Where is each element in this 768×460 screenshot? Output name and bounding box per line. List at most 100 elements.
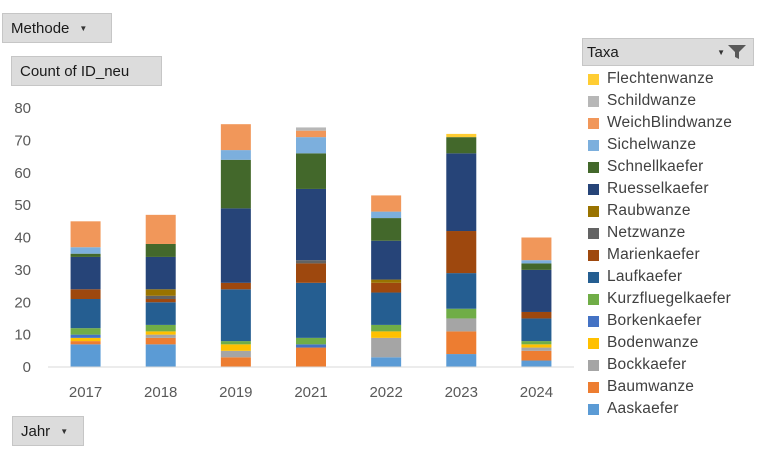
bar-segment-weichblindwanze-2019[interactable] [220, 124, 251, 151]
legend-item[interactable]: Flechtenwanze [588, 68, 766, 90]
bar-segment-weichblindwanze-2021[interactable] [296, 130, 326, 138]
bar-segment-kurzfluegelkaefer-2024[interactable] [521, 341, 552, 345]
bar-segment-baumwanze-2018[interactable] [145, 337, 176, 345]
bar-segment-bodenwanze-2017[interactable] [70, 337, 101, 342]
legend-item[interactable]: Bodenwanze [588, 332, 766, 354]
bar-segment-aaskaefer-2018[interactable] [145, 344, 176, 367]
legend-item[interactable]: Baumwanze [588, 376, 766, 398]
bar-segment-aaskaefer-2022[interactable] [371, 357, 402, 367]
legend-item[interactable]: Laufkaefer [588, 266, 766, 288]
bar-segment-kurzfluegelkaefer-2019[interactable] [220, 341, 251, 345]
bar-segment-laufkaefer-2019[interactable] [220, 289, 251, 342]
bar-segment-ruesselkaefer-2017[interactable] [70, 256, 101, 290]
bar-segment-borkenkaefer-2017[interactable] [70, 334, 101, 338]
bar-segment-schnellkaefer-2023[interactable] [446, 137, 477, 154]
legend-item[interactable]: Borkenkaefer [588, 310, 766, 332]
bar-segment-marienkaefer-2018[interactable] [145, 299, 176, 303]
legend-item[interactable]: WeichBlindwanze [588, 112, 766, 134]
bar-segment-laufkaefer-2017[interactable] [70, 299, 101, 329]
bar-segment-baumwanze-2021[interactable] [296, 347, 326, 367]
bar-segment-bodenwanze-2022[interactable] [371, 331, 402, 338]
bar-segment-aaskaefer-2017[interactable] [70, 344, 101, 367]
bar-segment-schnellkaefer-2022[interactable] [371, 218, 402, 241]
bar-segment-marienkaefer-2019[interactable] [220, 282, 251, 290]
bar-segment-raubwanze-2018[interactable] [145, 289, 176, 296]
bar-segment-weichblindwanze-2022[interactable] [371, 195, 402, 212]
bar-segment-sichelwanze-2021[interactable] [296, 137, 326, 154]
bar-segment-laufkaefer-2023[interactable] [446, 273, 477, 309]
value-field-button[interactable]: Count of ID_neu [11, 56, 162, 86]
legend-item[interactable]: Bockkaefer [588, 354, 766, 376]
legend-item[interactable]: Schildwanze [588, 90, 766, 112]
bar-segment-schnellkaefer-2024[interactable] [521, 263, 552, 270]
legend-item[interactable]: Schnellkaefer [588, 156, 766, 178]
bar-segment-bockkaefer-2023[interactable] [446, 318, 477, 332]
bar-segment-ruesselkaefer-2018[interactable] [145, 256, 176, 290]
bar-segment-ruesselkaefer-2019[interactable] [220, 208, 251, 283]
legend-item[interactable]: Netzwanze [588, 222, 766, 244]
bar-segment-schnellkaefer-2017[interactable] [70, 253, 101, 257]
bar-segment-kurzfluegelkaefer-2022[interactable] [371, 324, 402, 332]
legend-field-button[interactable]: Taxa ▼ [582, 38, 754, 66]
bar-segment-kurzfluegelkaefer-2023[interactable] [446, 308, 477, 319]
filter-icon[interactable] [727, 43, 747, 61]
legend-label: Laufkaefer [607, 268, 683, 285]
bar-segment-sichelwanze-2022[interactable] [371, 211, 402, 219]
bar-segment-marienkaefer-2023[interactable] [446, 231, 477, 274]
legend-item[interactable]: Aaskaefer [588, 398, 766, 420]
bar-segment-bodenwanze-2024[interactable] [521, 344, 552, 348]
bar-segment-ruesselkaefer-2022[interactable] [371, 240, 402, 280]
bar-segment-bockkaefer-2022[interactable] [371, 337, 402, 358]
legend-item[interactable]: Sichelwanze [588, 134, 766, 156]
bar-segment-baumwanze-2017[interactable] [70, 341, 101, 345]
bar-segment-kurzfluegelkaefer-2018[interactable] [145, 324, 176, 332]
bar-segment-bockkaefer-2019[interactable] [220, 350, 251, 358]
bar-segment-aaskaefer-2023[interactable] [446, 354, 477, 367]
bar-segment-schildwanze-2021[interactable] [296, 127, 326, 131]
bar-segment-weichblindwanze-2017[interactable] [70, 221, 101, 248]
bar-segment-schnellkaefer-2018[interactable] [145, 243, 176, 257]
bar-segment-baumwanze-2019[interactable] [220, 357, 251, 367]
bar-segment-marienkaefer-2017[interactable] [70, 289, 101, 300]
bar-segment-netzwanze-2018[interactable] [145, 295, 176, 300]
bar-segment-laufkaefer-2024[interactable] [521, 318, 552, 342]
bars-group [70, 124, 552, 367]
bar-segment-bodenwanze-2019[interactable] [220, 344, 251, 351]
legend-item[interactable]: Marienkaefer [588, 244, 766, 266]
bar-segment-bockkaefer-2024[interactable] [521, 347, 552, 351]
bar-segment-schnellkaefer-2019[interactable] [220, 159, 251, 209]
bar-segment-ruesselkaefer-2023[interactable] [446, 153, 477, 232]
bar-segment-kurzfluegelkaefer-2017[interactable] [70, 328, 101, 335]
bar-segment-baumwanze-2023[interactable] [446, 331, 477, 355]
jahr-filter-button[interactable]: Jahr ▼ [12, 416, 84, 446]
bar-segment-sichelwanze-2017[interactable] [70, 247, 101, 254]
chevron-down-icon[interactable]: ▼ [717, 47, 725, 57]
legend-item[interactable]: Ruesselkaefer [588, 178, 766, 200]
bar-segment-flechtenwanze-2023[interactable] [446, 133, 477, 138]
bar-segment-aaskaefer-2024[interactable] [521, 360, 552, 367]
bar-segment-laufkaefer-2018[interactable] [145, 302, 176, 325]
legend-label: Aaskaefer [607, 400, 679, 417]
bar-segment-borkenkaefer-2021[interactable] [296, 344, 326, 348]
bar-segment-laufkaefer-2022[interactable] [371, 292, 402, 325]
bar-segment-baumwanze-2024[interactable] [521, 350, 552, 361]
bar-segment-marienkaefer-2021[interactable] [296, 263, 326, 283]
legend-item[interactable]: Raubwanze [588, 200, 766, 222]
legend-item[interactable]: Kurzfluegelkaefer [588, 288, 766, 310]
methode-filter-button[interactable]: Methode ▼ [2, 13, 112, 43]
bar-segment-weichblindwanze-2024[interactable] [521, 237, 552, 261]
bar-segment-laufkaefer-2021[interactable] [296, 282, 326, 338]
bar-segment-netzwanze-2021[interactable] [296, 260, 326, 264]
bar-segment-kurzfluegelkaefer-2021[interactable] [296, 337, 326, 345]
bar-segment-raubwanze-2022[interactable] [371, 279, 402, 283]
bar-segment-sichelwanze-2019[interactable] [220, 150, 251, 160]
bar-segment-bodenwanze-2018[interactable] [145, 331, 176, 335]
bar-segment-weichblindwanze-2018[interactable] [145, 214, 176, 244]
bar-segment-marienkaefer-2022[interactable] [371, 282, 402, 293]
bar-segment-marienkaefer-2024[interactable] [521, 311, 552, 319]
bar-segment-ruesselkaefer-2024[interactable] [521, 269, 552, 312]
bar-segment-ruesselkaefer-2021[interactable] [296, 188, 326, 261]
bar-segment-schnellkaefer-2021[interactable] [296, 153, 326, 189]
bar-segment-bockkaefer-2018[interactable] [145, 334, 176, 338]
bar-segment-sichelwanze-2024[interactable] [521, 260, 552, 264]
